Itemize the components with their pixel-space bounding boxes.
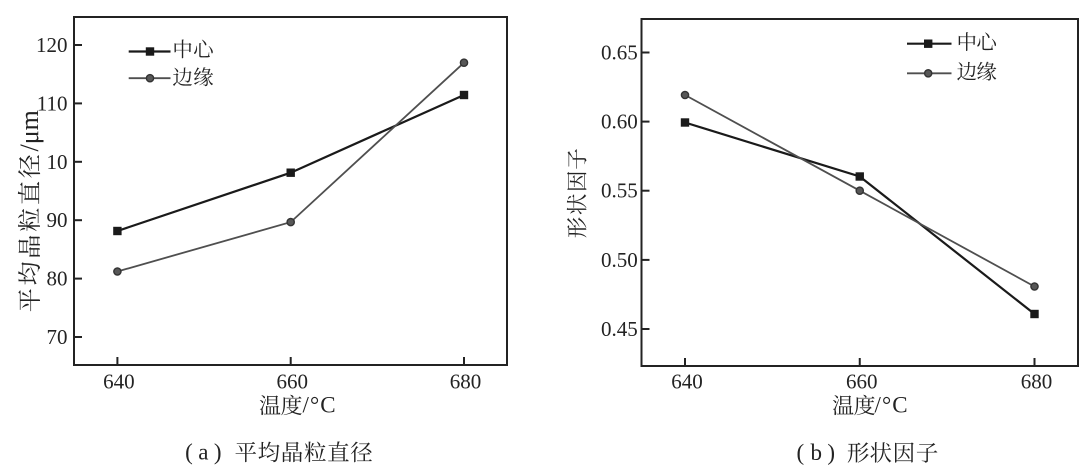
svg-text:680: 680 <box>1021 370 1053 394</box>
svg-text:120: 120 <box>36 33 68 57</box>
svg-text:): ) <box>214 440 222 465</box>
svg-text:640: 640 <box>103 370 135 394</box>
svg-text:): ) <box>827 440 835 465</box>
svg-text:(: ( <box>796 440 804 465</box>
svg-text:/°C: /°C <box>875 392 909 417</box>
svg-text:0.50: 0.50 <box>601 248 638 272</box>
svg-text:/°C: /°C <box>303 392 337 417</box>
svg-text:0.45: 0.45 <box>601 317 638 341</box>
svg-text:a: a <box>198 440 208 465</box>
svg-text:660: 660 <box>276 370 308 394</box>
svg-text:110: 110 <box>37 91 68 115</box>
svg-text:640: 640 <box>671 370 703 394</box>
svg-text:0.55: 0.55 <box>601 179 638 203</box>
svg-text:660: 660 <box>846 370 878 394</box>
svg-text:0.65: 0.65 <box>601 41 638 65</box>
svg-text:b: b <box>811 440 823 465</box>
svg-text:0.60: 0.60 <box>601 110 638 134</box>
svg-text:90: 90 <box>47 208 68 232</box>
svg-text:(: ( <box>185 440 193 465</box>
svg-text:70: 70 <box>47 325 68 349</box>
svg-text:10: 10 <box>47 150 68 174</box>
svg-text:80: 80 <box>47 267 68 291</box>
svg-text:/μm: /μm <box>15 110 44 151</box>
svg-text:680: 680 <box>450 370 482 394</box>
